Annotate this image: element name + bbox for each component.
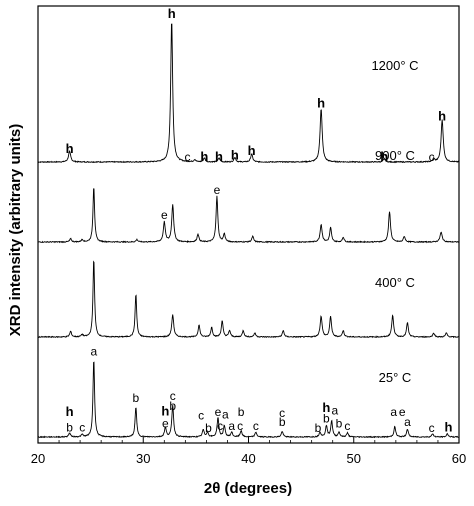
peak-label: b [315, 421, 322, 435]
peak-label: b [323, 412, 330, 426]
peak-label: h [66, 141, 74, 156]
peak-label: h [248, 143, 256, 158]
peak-label: c [184, 150, 190, 164]
x-tick-label: 40 [241, 451, 255, 466]
y-axis-title: XRD intensity (arbitrary units) [7, 124, 24, 337]
peak-label: c [279, 406, 285, 420]
x-tick-label: 30 [136, 451, 150, 466]
series-trace-group: 900° C e e [37, 148, 460, 244]
x-tick-label: 60 [452, 451, 466, 466]
series-name-label: 900° C [375, 148, 415, 163]
peak-label: h [200, 149, 208, 164]
peak-label: h [161, 403, 169, 418]
peak-label: a [404, 415, 411, 429]
peak-label: e [162, 416, 169, 430]
peak-label: a [331, 404, 338, 418]
x-axis-title: 2θ (degrees) [204, 480, 292, 497]
peak-label: b [336, 416, 343, 430]
peak-label: h [438, 108, 446, 123]
peak-label: a [90, 344, 97, 358]
series-name-label: 25° C [379, 370, 412, 385]
peak-label: c [237, 419, 243, 433]
peak-label: b [169, 399, 176, 413]
x-axis-ticks: 20 30 40 50 60 [31, 437, 466, 466]
peak-label: h [380, 149, 388, 164]
peak-label: c [198, 408, 204, 422]
x-tick-label: 50 [347, 451, 361, 466]
peak-label: b [205, 421, 212, 435]
peak-label: a [390, 405, 397, 419]
peak-label: e [214, 183, 221, 197]
x-tick-label: 20 [31, 451, 45, 466]
series-trace-group: 400° C [37, 260, 460, 339]
peak-label: a [228, 419, 235, 433]
peak-label: b [279, 415, 286, 429]
peak-label: c [429, 150, 435, 164]
peak-label: c [429, 421, 435, 435]
peak-label: c [344, 419, 350, 433]
peak-label: h [322, 400, 330, 415]
peak-label: b [133, 391, 140, 405]
peak-label: c [170, 389, 176, 403]
series-line [37, 23, 460, 164]
peak-label: e [215, 405, 222, 419]
peak-label: h [66, 404, 74, 419]
peak-label: c [79, 420, 85, 434]
series-line [37, 188, 460, 244]
peak-label: c [253, 419, 259, 433]
peak-label: h [231, 148, 239, 163]
peak-label: h [168, 6, 176, 21]
peak-label: b [66, 420, 73, 434]
series-line [37, 260, 460, 339]
peak-label: h [317, 96, 325, 111]
series-line [37, 361, 460, 439]
peak-label: h [444, 419, 452, 434]
series-name-label: 400° C [375, 275, 415, 290]
peak-label: b [238, 405, 245, 419]
peak-label: a [222, 408, 229, 422]
series-name-label: 1200° C [371, 58, 418, 73]
peak-label: h [215, 149, 223, 164]
peak-label: c [217, 419, 223, 433]
peak-label: e [399, 405, 406, 419]
peak-label: e [161, 208, 168, 222]
